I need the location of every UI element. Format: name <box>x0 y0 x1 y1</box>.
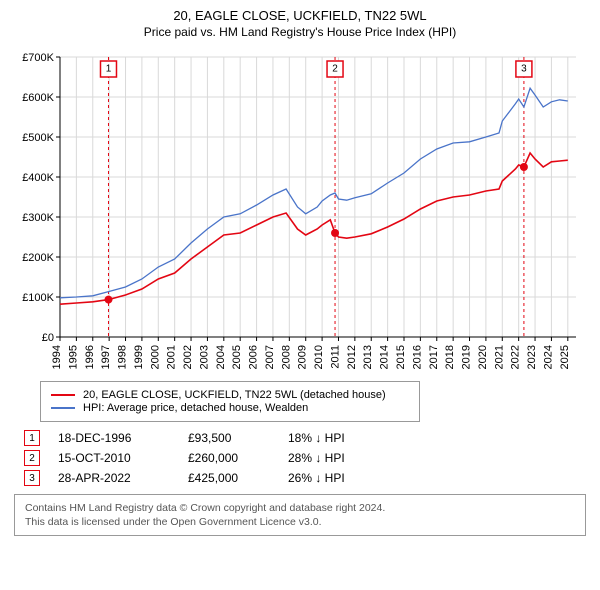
svg-text:2006: 2006 <box>248 345 260 369</box>
chart-subtitle: Price paid vs. HM Land Registry's House … <box>12 25 588 39</box>
sale-diff: 26% ↓ HPI <box>288 471 398 485</box>
sale-price: £93,500 <box>188 431 288 445</box>
chart-container: 20, EAGLE CLOSE, UCKFIELD, TN22 5WL Pric… <box>0 0 600 546</box>
legend-item: 20, EAGLE CLOSE, UCKFIELD, TN22 5WL (det… <box>51 389 409 401</box>
footer-line: Contains HM Land Registry data © Crown c… <box>25 501 575 515</box>
svg-text:2017: 2017 <box>428 345 440 369</box>
svg-text:3: 3 <box>521 64 527 75</box>
svg-text:2015: 2015 <box>395 345 407 369</box>
svg-text:1997: 1997 <box>100 345 112 369</box>
sale-date: 15-OCT-2010 <box>58 451 188 465</box>
sale-marker-icon: 3 <box>24 470 40 486</box>
svg-text:£600K: £600K <box>22 92 54 104</box>
svg-text:£100K: £100K <box>22 292 54 304</box>
svg-text:£200K: £200K <box>22 252 54 264</box>
svg-text:£700K: £700K <box>22 52 54 64</box>
svg-text:2003: 2003 <box>198 345 210 369</box>
svg-text:2010: 2010 <box>313 345 325 369</box>
svg-text:2009: 2009 <box>297 345 309 369</box>
svg-text:2020: 2020 <box>477 345 489 369</box>
legend-label: 20, EAGLE CLOSE, UCKFIELD, TN22 5WL (det… <box>83 389 386 401</box>
svg-text:2002: 2002 <box>182 345 194 369</box>
svg-text:2016: 2016 <box>411 345 423 369</box>
svg-text:2013: 2013 <box>362 345 374 369</box>
svg-text:2011: 2011 <box>329 345 341 369</box>
svg-text:2019: 2019 <box>461 345 473 369</box>
legend-swatch <box>51 394 75 396</box>
svg-text:2012: 2012 <box>346 345 358 369</box>
svg-text:2023: 2023 <box>526 345 538 369</box>
svg-text:1: 1 <box>106 64 112 75</box>
legend-swatch <box>51 407 75 409</box>
svg-text:£400K: £400K <box>22 172 54 184</box>
svg-text:2024: 2024 <box>542 345 554 369</box>
sale-price: £260,000 <box>188 451 288 465</box>
svg-text:2004: 2004 <box>215 345 227 369</box>
sale-date: 18-DEC-1996 <box>58 431 188 445</box>
sale-marker-icon: 1 <box>24 430 40 446</box>
svg-text:£0: £0 <box>42 332 54 344</box>
sale-price: £425,000 <box>188 471 288 485</box>
svg-text:1996: 1996 <box>84 345 96 369</box>
svg-text:1999: 1999 <box>133 345 145 369</box>
svg-text:2022: 2022 <box>510 345 522 369</box>
svg-text:2021: 2021 <box>493 345 505 369</box>
svg-text:1998: 1998 <box>117 345 129 369</box>
svg-text:2008: 2008 <box>280 345 292 369</box>
sale-date: 28-APR-2022 <box>58 471 188 485</box>
svg-text:2025: 2025 <box>559 345 571 369</box>
sales-table: 1 18-DEC-1996 £93,500 18% ↓ HPI 2 15-OCT… <box>24 430 588 486</box>
svg-text:1994: 1994 <box>51 345 63 369</box>
svg-text:2000: 2000 <box>149 345 161 369</box>
title-block: 20, EAGLE CLOSE, UCKFIELD, TN22 5WL Pric… <box>12 8 588 39</box>
svg-text:2005: 2005 <box>231 345 243 369</box>
svg-text:2001: 2001 <box>166 345 178 369</box>
attribution-footer: Contains HM Land Registry data © Crown c… <box>14 494 586 536</box>
svg-text:2014: 2014 <box>379 345 391 369</box>
sale-diff: 18% ↓ HPI <box>288 431 398 445</box>
footer-line: This data is licensed under the Open Gov… <box>25 515 575 529</box>
sales-row: 2 15-OCT-2010 £260,000 28% ↓ HPI <box>24 450 588 466</box>
chart-area: £0 £100K £200K £300K £400K £500K £600K £700K 199… <box>12 45 588 375</box>
svg-text:2007: 2007 <box>264 345 276 369</box>
legend: 20, EAGLE CLOSE, UCKFIELD, TN22 5WL (det… <box>40 381 420 422</box>
legend-label: HPI: Average price, detached house, Weal… <box>83 402 308 414</box>
svg-text:1995: 1995 <box>67 345 79 369</box>
svg-text:2: 2 <box>332 64 338 75</box>
sale-marker-icon: 2 <box>24 450 40 466</box>
line-chart: £0 £100K £200K £300K £400K £500K £600K £700K 199… <box>12 45 588 375</box>
sales-row: 3 28-APR-2022 £425,000 26% ↓ HPI <box>24 470 588 486</box>
legend-item: HPI: Average price, detached house, Weal… <box>51 402 409 414</box>
svg-text:£500K: £500K <box>22 132 54 144</box>
svg-text:£300K: £300K <box>22 212 54 224</box>
sales-row: 1 18-DEC-1996 £93,500 18% ↓ HPI <box>24 430 588 446</box>
chart-title: 20, EAGLE CLOSE, UCKFIELD, TN22 5WL <box>12 8 588 23</box>
svg-text:2018: 2018 <box>444 345 456 369</box>
sale-diff: 28% ↓ HPI <box>288 451 398 465</box>
